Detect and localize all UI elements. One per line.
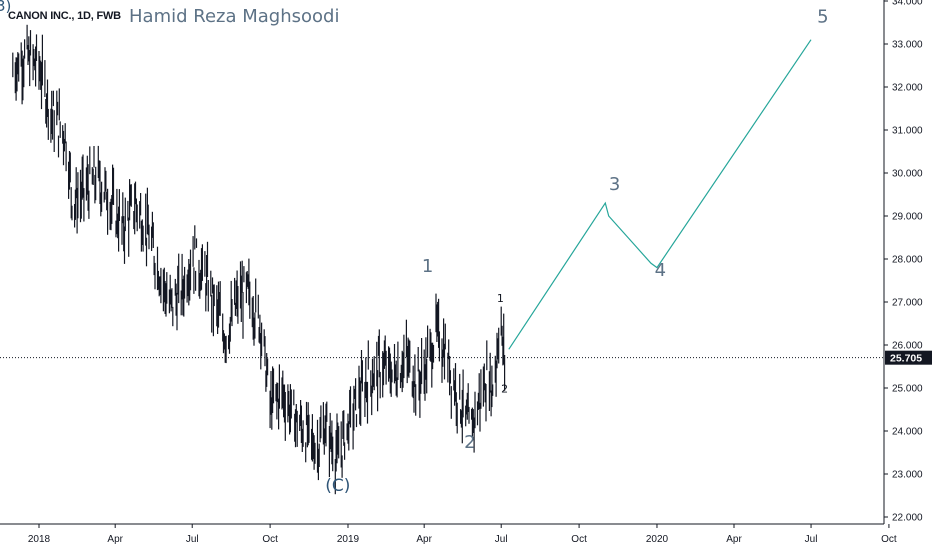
- wave-label: 3: [609, 174, 620, 195]
- y-tick-label: 27.000: [892, 298, 923, 309]
- x-tick-label: 2018: [28, 534, 51, 545]
- author-name: Hamid Reza Maghsoodi: [129, 6, 340, 27]
- wave-label: 4: [655, 260, 666, 281]
- x-tick-label: Oct: [262, 534, 278, 545]
- y-tick-label: 23.000: [892, 470, 923, 481]
- y-tick-label: 34.000: [892, 0, 923, 8]
- x-tick-label: Oct: [571, 534, 587, 545]
- wave-label: 2: [501, 382, 508, 395]
- y-tick-label: 28.000: [892, 255, 923, 266]
- wave-label: 1: [422, 256, 433, 277]
- x-tick-label: Jul: [186, 534, 199, 545]
- y-tick-label: 30.000: [892, 169, 923, 180]
- y-tick-label: 31.000: [892, 126, 923, 137]
- y-tick-label: 25.000: [892, 384, 923, 395]
- y-tick-label: 32.000: [892, 83, 923, 94]
- last-price-badge: [885, 350, 932, 365]
- x-tick-label: Apr: [107, 534, 123, 545]
- y-tick-label: 24.000: [892, 427, 923, 438]
- last-price-label: 25.705: [890, 353, 922, 365]
- price-bars: [12, 24, 506, 495]
- symbol-title: CANON INC., 1D, FWB: [8, 10, 121, 22]
- y-tick-label: 33.000: [892, 40, 923, 51]
- x-tick-label: Jul: [495, 534, 508, 545]
- x-tick-label: 2019: [337, 534, 360, 545]
- y-tick-label: 26.000: [892, 341, 923, 352]
- x-tick-label: 2020: [646, 534, 669, 545]
- wave-label: 1: [497, 292, 504, 305]
- edge-wave-label: 3): [0, 0, 11, 15]
- wave-label: 5: [817, 7, 828, 28]
- x-tick-label: Jul: [805, 534, 818, 545]
- wave-label: (C): [325, 476, 350, 496]
- y-tick-label: 29.000: [892, 212, 923, 223]
- wave-label: 2: [464, 432, 475, 453]
- y-tick-label: 22.000: [892, 513, 923, 524]
- x-tick-label: Apr: [416, 534, 432, 545]
- x-tick-label: Apr: [726, 534, 742, 545]
- wave-projection-line: [508, 39, 812, 350]
- x-tick-label: Oct: [881, 534, 897, 545]
